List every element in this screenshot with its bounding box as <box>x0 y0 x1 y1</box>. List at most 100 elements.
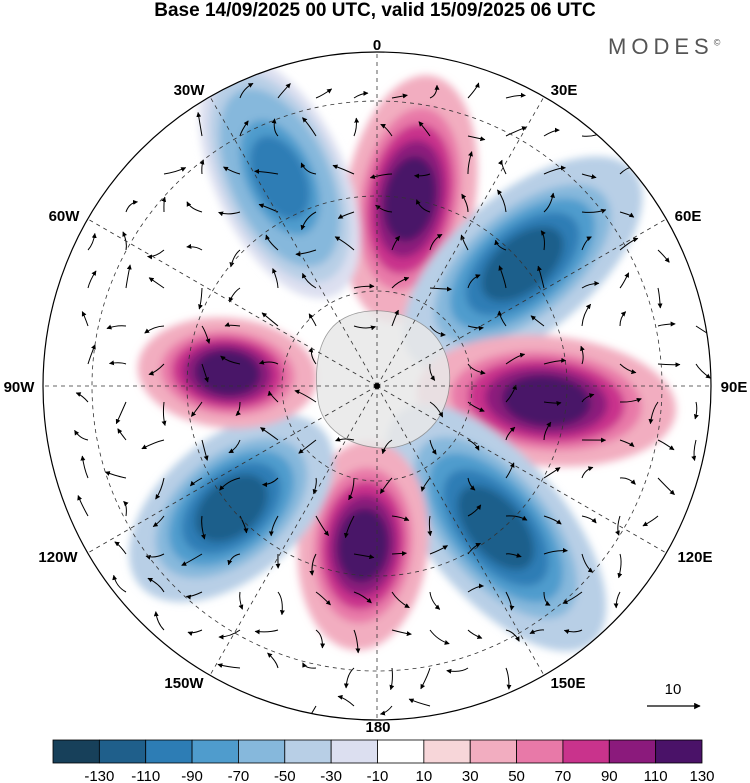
wind-streamline <box>227 553 241 566</box>
wind-streamline <box>537 265 545 289</box>
wind-streamline <box>315 88 333 99</box>
colorbar-swatch <box>330 739 378 764</box>
wind-streamline <box>353 553 375 560</box>
colorbar-tick-label: 50 <box>508 768 525 783</box>
wind-streamline <box>77 495 89 517</box>
wind-streamline <box>161 196 167 213</box>
colorbar-tick-label: 10 <box>416 768 433 783</box>
wind-streamline <box>217 663 241 669</box>
wind-streamline <box>429 591 441 610</box>
wind-streamline <box>505 552 522 558</box>
wind-streamline <box>429 84 440 99</box>
wind-streamline <box>391 515 410 521</box>
wind-streamline <box>429 286 452 292</box>
colorbar-swatch <box>423 739 471 764</box>
wind-streamline <box>80 455 89 479</box>
wind-streamline <box>619 272 630 289</box>
wind-streamline <box>505 352 526 365</box>
wind-streamline <box>186 201 203 213</box>
wind-streamline <box>125 264 132 289</box>
wind-streamline <box>229 249 241 268</box>
wind-streamline <box>87 344 96 365</box>
wind-streamline <box>505 126 527 137</box>
wind-streamline <box>201 439 209 461</box>
colorbar: -130 -110 -90 -70 -50 -30 -10 10 30 50 70 90 110 130 <box>52 739 715 783</box>
wind-streamline <box>163 167 187 175</box>
wind-streamline <box>429 545 448 555</box>
wind-streamline <box>219 477 241 491</box>
wind-streamline <box>467 135 486 142</box>
wind-streamline <box>315 629 326 649</box>
wind-streamline <box>642 515 659 527</box>
wind-streamline <box>353 90 369 99</box>
wind-streamline <box>87 270 97 289</box>
wind-streamline <box>228 287 241 303</box>
wind-streamline <box>343 515 355 539</box>
lon-label-60w: 60W <box>49 208 81 225</box>
anomaly-center <box>385 404 607 652</box>
wind-streamline <box>353 591 372 604</box>
wind-streamline <box>380 123 393 137</box>
wind-streamline <box>467 363 486 375</box>
wind-streamline <box>467 82 480 99</box>
wind-streamline <box>657 439 675 451</box>
wind-streamline <box>543 515 562 525</box>
wind-streamline <box>268 515 279 537</box>
wind-streamline <box>467 504 482 517</box>
lon-label-0: 0 <box>373 37 381 54</box>
colorbar-tick-label: 130 <box>689 768 714 783</box>
wind-streamline <box>337 694 355 707</box>
copyright-mark: © <box>713 37 721 48</box>
wind-streamline <box>343 667 355 689</box>
anomaly-contour <box>497 240 548 288</box>
wind-streamline <box>467 583 484 593</box>
wind-streamline <box>467 325 484 331</box>
wind-streamline <box>391 276 410 289</box>
wind-streamline <box>141 439 165 450</box>
colorbar-swatch <box>52 739 100 764</box>
wind-streamline <box>161 401 167 426</box>
wind-streamline <box>619 311 627 327</box>
wind-streamline <box>381 439 393 455</box>
wind-streamline <box>461 193 469 213</box>
wind-streamline <box>695 325 711 339</box>
antarctica-landmass <box>316 310 451 449</box>
wind-streamline <box>260 427 279 441</box>
wind-streamline <box>540 230 546 251</box>
wind-streamline <box>391 629 412 637</box>
lat-lon-grid <box>43 52 711 720</box>
wind-streamline <box>497 310 507 327</box>
wind-streamline <box>429 439 437 455</box>
wind-streamline <box>581 280 600 289</box>
latitude-circle <box>91 100 663 672</box>
wind-streamline <box>147 249 165 260</box>
wind-streamline <box>201 325 211 344</box>
wind-streamline <box>125 199 138 213</box>
wind-streamline <box>408 698 431 707</box>
wind-streamline <box>308 347 317 365</box>
wind-streamline <box>265 234 279 251</box>
wind-streamline <box>391 235 401 251</box>
wind-streamline <box>271 118 279 137</box>
wind-streamline <box>114 541 127 555</box>
wind-streamline <box>619 477 636 485</box>
lon-label-120w: 120W <box>38 549 78 566</box>
colorbar-swatch <box>145 739 193 764</box>
wind-streamline <box>115 401 127 425</box>
colorbar-tick-label: 70 <box>555 768 572 783</box>
colorbar-swatch <box>608 739 657 764</box>
colorbar-tick-label: 30 <box>462 768 479 783</box>
brand-text: MODES <box>608 34 714 59</box>
wind-streamline <box>415 199 431 213</box>
wind-streamline <box>239 515 249 534</box>
wind-streamline <box>238 591 244 610</box>
wind-streamline <box>301 272 317 289</box>
wind-streamline <box>543 401 562 406</box>
wind-streamline <box>148 277 165 289</box>
wind-streamline <box>117 428 127 441</box>
wind-streamline <box>81 311 89 327</box>
wind-streamline <box>619 363 637 375</box>
south-pole-marker <box>374 383 380 389</box>
wind-streamline <box>581 173 597 180</box>
wind-streamline <box>337 211 355 219</box>
